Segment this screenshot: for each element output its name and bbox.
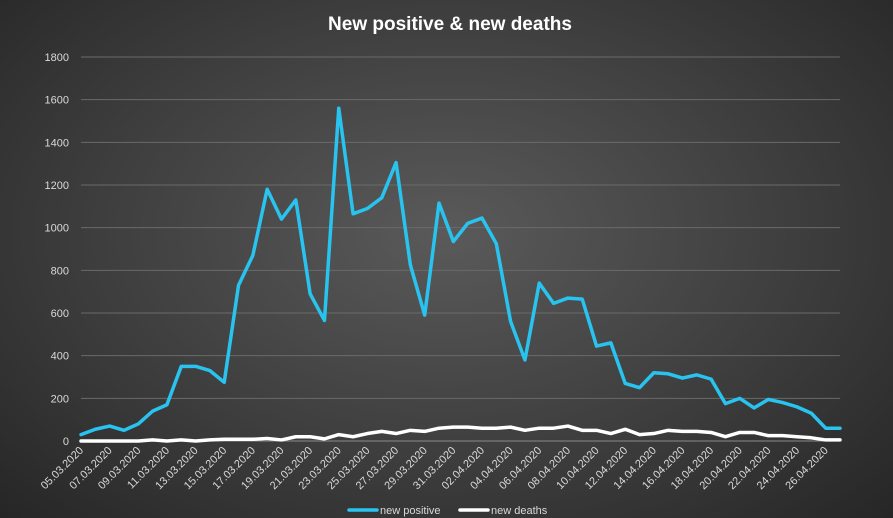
y-tick-label: 1800 xyxy=(45,52,69,64)
legend-new-positive-label: new positive xyxy=(380,505,441,517)
y-tick-label: 600 xyxy=(51,308,69,320)
y-tick-label: 400 xyxy=(51,351,69,363)
y-tick-label: 1600 xyxy=(45,95,69,107)
series-lines xyxy=(79,106,842,443)
y-tick-label: 0 xyxy=(63,436,69,448)
series-line-new-deaths xyxy=(79,424,842,443)
y-tick-label: 200 xyxy=(51,393,69,405)
x-axis-tick-labels: 05.03.202007.03.202009.03.202011.03.2020… xyxy=(39,445,831,492)
gridlines xyxy=(81,56,840,442)
y-tick-label: 1400 xyxy=(45,137,69,149)
y-tick-label: 1200 xyxy=(45,180,69,192)
y-tick-label: 1000 xyxy=(45,223,69,235)
chart-title: New positive & new deaths xyxy=(328,14,572,35)
legend: new positive new deaths xyxy=(347,505,548,517)
legend-new-deaths-label: new deaths xyxy=(491,505,548,517)
y-axis-tick-labels: 0 200 400 600 800 1000 1200 1400 1600 1800 xyxy=(45,52,69,448)
series-line-new-positive xyxy=(79,106,842,437)
y-tick-label: 800 xyxy=(51,265,69,277)
